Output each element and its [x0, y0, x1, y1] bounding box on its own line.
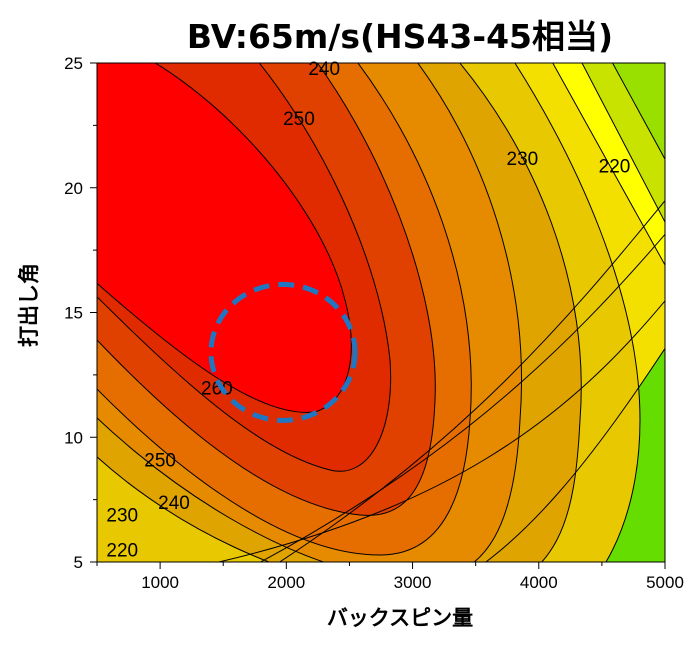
contour-label: 240 [308, 59, 340, 80]
x-tick-label: 2000 [267, 573, 305, 592]
x-axis-label: バックスピン量 [326, 606, 474, 630]
contour-line [97, 63, 392, 472]
y-tick-label: 25 [64, 54, 83, 73]
contour-lines [97, 63, 665, 562]
contour-label: 240 [158, 493, 190, 514]
x-tick-label: 5000 [646, 573, 684, 592]
x-tick-label: 1000 [141, 573, 179, 592]
contour-line [97, 63, 472, 556]
contour-label: 230 [507, 149, 539, 170]
contour-label: 250 [283, 109, 315, 130]
contour-label: 230 [106, 506, 138, 527]
contour-line [97, 63, 436, 516]
contour-line [97, 63, 522, 562]
contour-line [259, 63, 665, 562]
highlight-circle [208, 281, 358, 423]
contour-line [278, 63, 665, 562]
x-tick-label: 3000 [394, 573, 432, 592]
contour-line [97, 63, 582, 562]
y-tick-label: 10 [64, 428, 83, 447]
y-tick-label: 15 [64, 304, 83, 323]
contour-label: 220 [106, 541, 138, 562]
contour-line [216, 63, 665, 562]
y-tick-label: 20 [64, 179, 83, 198]
contour-label: 250 [144, 451, 176, 472]
highlight-layer [208, 281, 358, 423]
x-tick-label: 4000 [520, 573, 558, 592]
contour-line [514, 63, 641, 562]
y-tick-label: 5 [74, 553, 83, 572]
contour-bands [97, 63, 665, 562]
contour-label: 220 [599, 156, 631, 177]
contour-line [97, 63, 352, 413]
band-260 [97, 63, 352, 413]
axes: 1000 2000 3000 4000 5000 5 10 15 20 25 [64, 54, 684, 592]
chart-title: BV:65m/s(HS43-45相当) [186, 17, 614, 56]
